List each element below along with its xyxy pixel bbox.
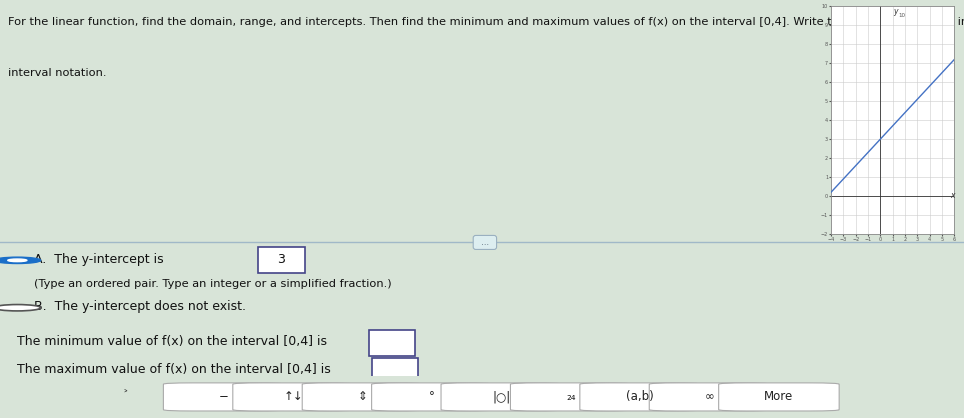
Text: 10: 10 [898, 13, 906, 18]
Text: .: . [410, 336, 414, 349]
Text: ∞: ∞ [705, 390, 714, 403]
Text: ₂₄: ₂₄ [566, 390, 576, 403]
FancyBboxPatch shape [511, 383, 630, 411]
Text: The minimum value of f(x) on the interval [0,4] is: The minimum value of f(x) on the interva… [17, 336, 332, 349]
Text: The maximum value of f(x) on the interval [0,4] is: The maximum value of f(x) on the interva… [17, 363, 335, 376]
Text: .: . [413, 363, 416, 376]
Text: −: − [219, 390, 228, 403]
Text: 3: 3 [278, 252, 285, 265]
Text: B.  The y-intercept does not exist.: B. The y-intercept does not exist. [34, 300, 246, 313]
FancyBboxPatch shape [303, 383, 422, 411]
FancyBboxPatch shape [580, 383, 700, 411]
Circle shape [0, 257, 40, 263]
Text: °: ° [429, 390, 435, 403]
Text: A.  The y-intercept is: A. The y-intercept is [34, 252, 163, 265]
FancyBboxPatch shape [442, 383, 561, 411]
FancyBboxPatch shape [650, 383, 769, 411]
Text: ...: ... [475, 238, 495, 247]
Text: ↑↓: ↑↓ [283, 390, 303, 403]
Text: For the linear function, find the domain, range, and intercepts. Then find the m: For the linear function, find the domain… [8, 17, 964, 27]
FancyBboxPatch shape [163, 383, 283, 411]
Text: y: y [893, 8, 897, 16]
Circle shape [8, 259, 27, 262]
Text: .: . [297, 252, 301, 265]
Text: ⇕: ⇕ [358, 390, 367, 403]
Text: |○|: |○| [493, 390, 510, 403]
FancyBboxPatch shape [372, 358, 418, 384]
Text: x: x [950, 191, 954, 200]
Text: (a,b): (a,b) [627, 390, 654, 403]
FancyBboxPatch shape [369, 330, 415, 357]
FancyBboxPatch shape [232, 383, 353, 411]
Text: (Type an ordered pair. Type an integer or a simplified fraction.): (Type an ordered pair. Type an integer o… [34, 279, 391, 289]
Text: ˃: ˃ [122, 391, 128, 401]
FancyBboxPatch shape [258, 247, 305, 273]
Circle shape [0, 305, 40, 311]
FancyBboxPatch shape [371, 383, 492, 411]
Text: More: More [764, 390, 793, 403]
FancyBboxPatch shape [719, 383, 839, 411]
Text: interval notation.: interval notation. [8, 68, 106, 78]
